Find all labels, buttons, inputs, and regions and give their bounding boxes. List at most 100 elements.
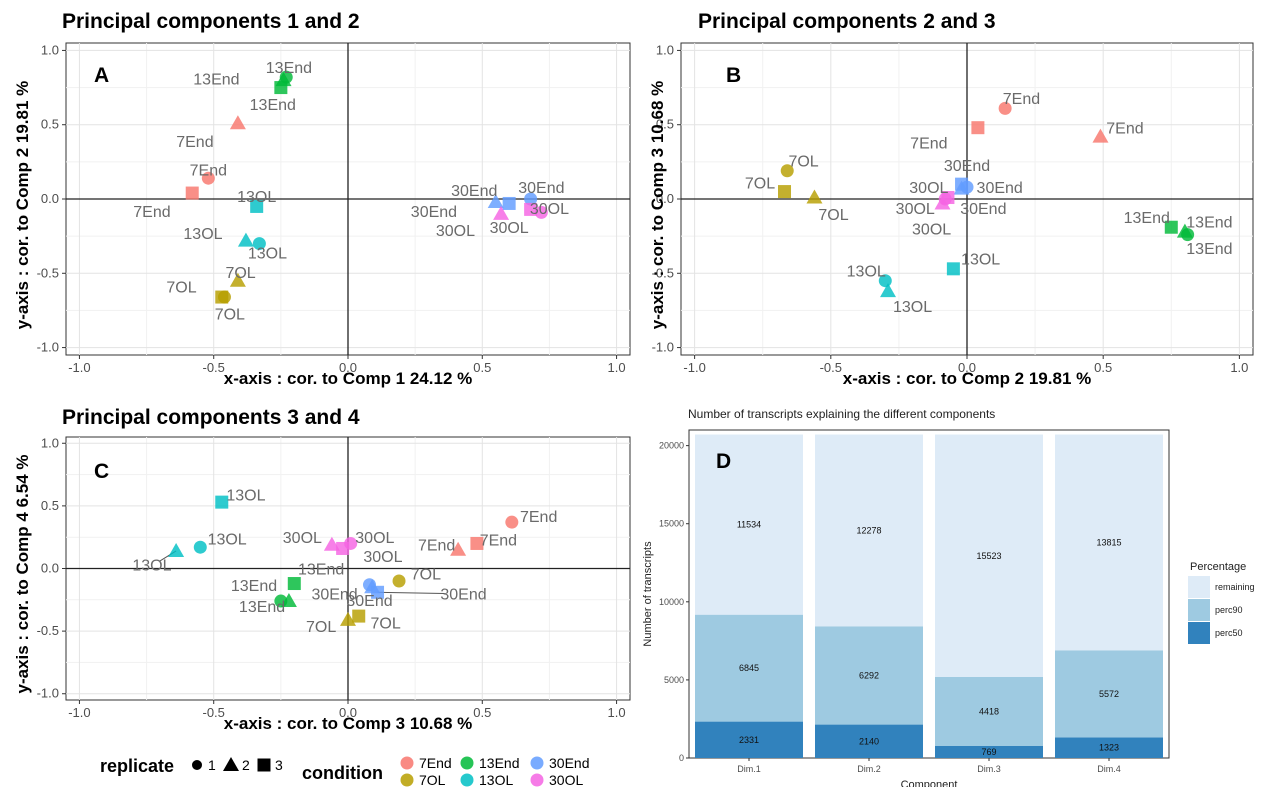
point-7end-rep1 — [201, 171, 215, 185]
point-label: 13OL — [961, 251, 1000, 268]
point-13ol-rep1 — [193, 540, 207, 554]
bar-y-tick-label: 5000 — [664, 675, 684, 685]
y-tick-label: 0.0 — [41, 191, 59, 206]
point-13end-rep3 — [1164, 220, 1178, 234]
point-13ol-rep2 — [880, 283, 897, 298]
point-label: 30OL — [530, 201, 569, 218]
point-13end-rep2 — [280, 593, 297, 608]
bar-value-label: 13815 — [1096, 537, 1121, 547]
point-7end-rep3 — [470, 536, 484, 550]
point-7ol-rep2 — [229, 272, 246, 287]
legend-condition-label: 7OL — [419, 772, 446, 787]
point-label: 13End — [1124, 210, 1170, 227]
legend-condition-label: 7End — [419, 755, 452, 771]
point-label: 7OL — [306, 619, 336, 636]
point-label: 30End — [944, 158, 990, 175]
bar-segment-perc50-dim1 — [695, 721, 803, 758]
point-label: 7OL — [411, 567, 441, 584]
legend-condition-label: 13End — [479, 755, 519, 771]
point-label: 7End — [1003, 91, 1040, 108]
bar-y-axis-title: Number of transcripts — [642, 541, 654, 647]
x-axis-title: x-axis : cor. to Comp 1 24.12 % — [224, 369, 472, 388]
bar-segment-remaining-dim3 — [935, 434, 1043, 677]
point-30end-rep3 — [371, 585, 385, 599]
point-label: 7OL — [215, 306, 245, 323]
bar-legend-label: remaining — [1215, 582, 1255, 592]
bar-value-label: 4418 — [979, 706, 999, 716]
legend-condition-7end-swatch — [400, 756, 414, 770]
legend-title-condition: condition — [302, 763, 383, 783]
point-label: 13End — [1186, 241, 1232, 258]
panel-letter: B — [726, 64, 741, 87]
point-7ol-rep2 — [340, 611, 356, 626]
legend-condition-13end-swatch — [460, 756, 474, 770]
bar-x-tick-label: Dim.4 — [1097, 764, 1121, 774]
pca-panel-a: -1.0 -0.5 0.0 0.5 1.0 -1.0 -0.5 0.0 0.5 1.0 13End 1… — [13, 10, 631, 388]
point-7end-rep2 — [450, 541, 467, 556]
panel-letter: C — [94, 460, 109, 483]
point-7ol-rep2 — [806, 189, 823, 204]
point-label: 30End — [411, 204, 457, 221]
point-label: 13OL — [893, 299, 932, 316]
point-label: 13End — [193, 72, 239, 89]
x-tick-label: -1.0 — [68, 705, 90, 720]
x-tick-label: 0.0 — [339, 705, 357, 720]
bar-y-tick-label: 20000 — [659, 441, 684, 451]
bar-legend-title: Percentage — [1190, 561, 1246, 573]
x-tick-label: 1.0 — [608, 705, 626, 720]
legend-replicate-2-marker — [223, 757, 239, 771]
point-13ol-rep3 — [215, 495, 229, 509]
bar-y-tick-label: 10000 — [659, 597, 684, 607]
y-tick-label: 0.0 — [41, 561, 59, 576]
x-tick-label: -0.5 — [203, 705, 225, 720]
point-30end-rep3 — [955, 177, 969, 191]
legend-replicate-3-marker — [257, 758, 271, 772]
x-tick-label: 0.5 — [473, 360, 491, 375]
x-axis-title: x-axis : cor. to Comp 3 10.68 % — [224, 714, 472, 733]
point-label: 13OL — [847, 263, 886, 280]
y-tick-label: 0.5 — [41, 498, 59, 513]
point-7ol-rep1 — [780, 164, 794, 178]
point-label: 30OL — [490, 220, 529, 237]
legend-condition-label: 30End — [549, 755, 589, 771]
panel-letter: D — [716, 450, 731, 473]
y-tick-label: 1.0 — [41, 435, 59, 450]
point-label: 30End — [440, 587, 486, 604]
point-13ol-rep2 — [237, 232, 254, 247]
point-30ol-rep1 — [534, 205, 548, 219]
point-label: 13End — [239, 599, 285, 616]
bar-segment-remaining-dim1 — [695, 434, 803, 615]
point-30ol-rep3 — [524, 202, 538, 216]
point-label: 7End — [520, 509, 557, 526]
legend-condition-label: 30OL — [549, 772, 583, 787]
point-13end-rep3 — [274, 81, 288, 95]
y-tick-label: -1.0 — [652, 340, 674, 355]
bar-value-label: 769 — [981, 747, 996, 757]
bar-value-label: 11534 — [737, 520, 761, 530]
bar-segment-perc50-dim4 — [1055, 737, 1163, 758]
point-label: 13OL — [248, 245, 287, 262]
x-tick-label: 0.0 — [339, 360, 357, 375]
point-label: 13OL — [208, 531, 247, 548]
point-label: 13End — [250, 97, 296, 114]
point-label: 13End — [231, 578, 277, 595]
chart-title: Principal components 1 and 2 — [62, 10, 360, 33]
y-tick-label: 1.0 — [656, 42, 674, 57]
pca-panel-b: -1.0 -0.5 0.0 0.5 1.0 -1.0 -0.5 0.0 0.5 1.0 7End 7E… — [648, 10, 1254, 388]
point-label: 30End — [346, 593, 392, 610]
x-axis-title: x-axis : cor. to Comp 2 19.81 % — [843, 369, 1091, 388]
bar-segment-remaining-dim2 — [815, 434, 923, 627]
bar-value-label: 2331 — [739, 735, 759, 745]
point-label: 13End — [1186, 214, 1232, 231]
point-label: 7End — [1106, 121, 1143, 138]
bar-chart-d: 0 5000 10000 15000 20000 2331 6845 11534 Dim.1 21… — [638, 405, 1260, 787]
point-label: 7End — [190, 162, 227, 179]
point-30end-rep1 — [524, 192, 538, 206]
point-7ol-rep1 — [392, 574, 406, 588]
x-tick-label: 0.5 — [1094, 360, 1112, 375]
bar-value-label: 5572 — [1099, 689, 1119, 699]
point-label: 7End — [133, 204, 170, 221]
chart-title: Principal components 2 and 3 — [698, 10, 996, 33]
y-tick-label: -0.5 — [37, 265, 59, 280]
